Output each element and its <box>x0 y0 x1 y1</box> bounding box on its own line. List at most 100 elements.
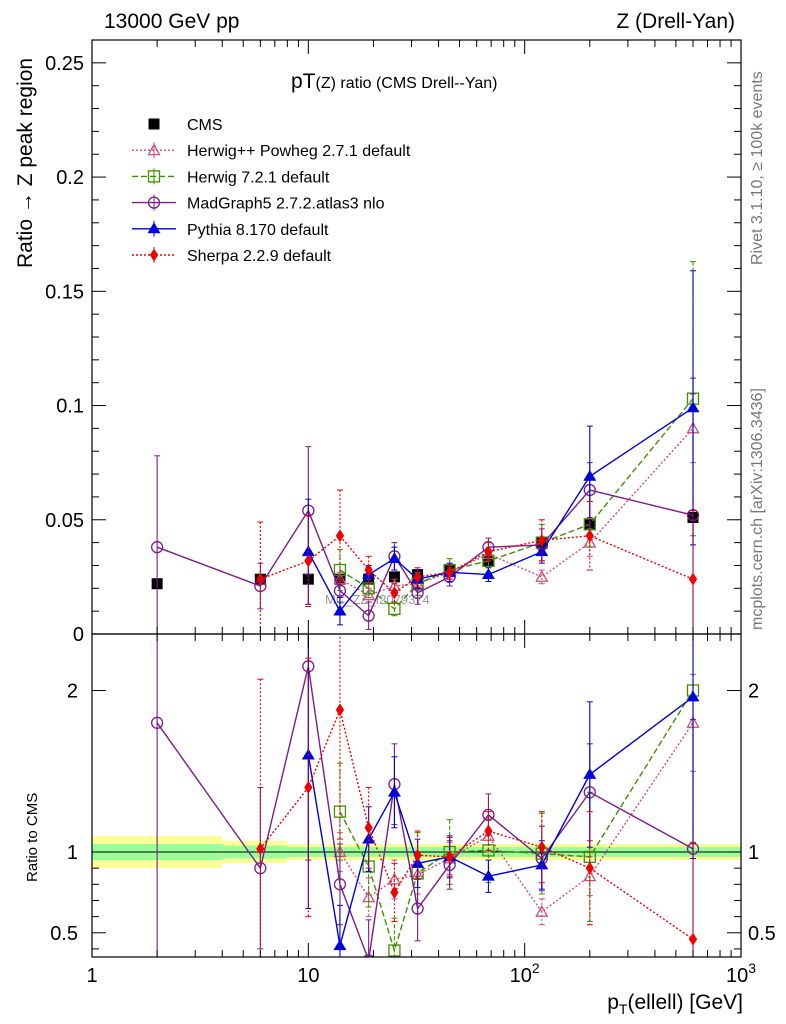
series-3-top-line <box>156 489 694 617</box>
series-4-top-point <box>333 604 347 616</box>
x-tick-label: 10 <box>297 965 319 987</box>
bottom-y-tick-label-left: 2 <box>67 681 78 703</box>
legend-label: Herwig++ Powheg 2.7.1 default <box>187 143 411 160</box>
series-1-top <box>333 393 700 603</box>
chart-title: pT(Z) ratio (CMS Drell--Yan) <box>291 70 497 93</box>
series-3-bottom-point <box>254 862 267 875</box>
series-4-top-point <box>535 545 549 557</box>
series-0-top-point <box>388 571 400 583</box>
series-3-top-point <box>362 609 375 622</box>
header-right: Z (Drell-Yan) <box>616 10 735 33</box>
bottom-y-tick-label-left: 1 <box>67 842 78 864</box>
series-4-bottom-line <box>307 696 694 946</box>
series-4-bottom-point <box>362 832 376 844</box>
series-5-top-point <box>445 565 454 579</box>
series-4-top-line <box>307 407 694 613</box>
chart-title-rest: (Z) ratio (CMS Drell--Yan) <box>316 75 498 92</box>
series-2-bottom-line <box>339 690 694 953</box>
legend-marker <box>147 170 161 183</box>
x-tick-base: 10 <box>726 965 748 987</box>
series-4-top-point <box>686 401 700 413</box>
series-3-top <box>150 377 700 634</box>
series-5-bottom-point <box>445 850 454 864</box>
series-5-bottom-point <box>256 842 265 856</box>
series-5-top-point <box>537 533 546 547</box>
series-3-bottom-line <box>156 666 694 957</box>
legend-marker <box>149 248 159 262</box>
series-layer <box>150 261 700 957</box>
series-1-top-point <box>535 570 549 582</box>
x-axis-title-rest: (ellell) [GeV] <box>627 991 743 1014</box>
series-5-top-line <box>260 534 694 594</box>
legend-label: Herwig 7.2.1 default <box>187 169 330 186</box>
series-4-top-point <box>583 469 597 481</box>
series-5-top-point <box>364 563 373 577</box>
series-4-bottom-point <box>481 869 495 881</box>
series-5-bottom-point <box>335 703 345 717</box>
series-4-top-point <box>481 568 495 579</box>
series-5-top-point <box>256 572 265 586</box>
legend-label: MadGraph5 2.7.2.atlas3 nlo <box>187 196 385 213</box>
series-3-bottom <box>150 634 700 957</box>
series-5-top-point <box>585 529 594 543</box>
header-left: 13000 GeV pp <box>104 10 239 33</box>
series-1-top-point <box>362 588 376 601</box>
legend-marker <box>148 118 160 130</box>
bottom-y-tick-label-right: 2 <box>748 681 759 703</box>
x-axis-title: pT(ellell) [GeV] <box>607 991 743 1017</box>
series-4-bottom-point <box>411 856 425 868</box>
series-3-top-point <box>333 584 347 597</box>
top-panel-series <box>150 261 700 634</box>
top-y-tick-label: 0.2 <box>56 167 84 189</box>
series-5-bottom-line <box>259 707 694 940</box>
bottom-y-tick-label-left: 0.5 <box>50 923 78 945</box>
series-4-bottom-point <box>387 785 401 797</box>
bottom-panel-series <box>150 634 700 957</box>
legend-entry: Sherpa 2.2.9 default <box>132 247 332 265</box>
legend-label: Pythia 8.170 default <box>187 222 329 239</box>
x-tick-label: 103 <box>726 960 756 987</box>
series-5-top-point <box>304 554 313 568</box>
series-1-bottom-point <box>535 904 549 917</box>
series-4-bottom-point <box>583 768 597 779</box>
chart-title-main: pT <box>291 70 316 93</box>
legend-marker <box>147 143 161 156</box>
legend-entry: Herwig 7.2.1 default <box>132 168 330 186</box>
series-5-bottom-point <box>585 861 594 875</box>
series-5-bottom-point <box>688 932 698 946</box>
legend: CMS Herwig++ Powheg 2.7.1 default Herwig 7… <box>132 117 411 265</box>
axes <box>91 39 742 958</box>
legend-label: CMS <box>187 117 223 134</box>
series-5-bottom-point <box>537 840 546 854</box>
series-3-bottom-point <box>333 878 347 891</box>
series-2-bottom-point <box>388 944 401 957</box>
series-3-top-point <box>150 541 164 554</box>
series-5-bottom <box>256 634 698 957</box>
series-4-top-point <box>387 552 401 564</box>
legend-marker <box>147 196 161 209</box>
x-tick-label: 102 <box>510 960 540 987</box>
x-tick-base: 10 <box>510 965 532 987</box>
tick-labels: 00.050.10.150.20.250.5 0.51 12 21 10 102 103 <box>45 53 776 987</box>
series-5-top-point <box>484 545 493 559</box>
x-tick-label: 1 <box>86 965 97 987</box>
series-3-bottom-point <box>411 902 424 915</box>
bottom-y-tick-label-right: 0.5 <box>748 923 776 945</box>
series-4-bottom-point <box>301 748 315 760</box>
top-y-tick-label: 0.05 <box>45 510 84 532</box>
top-y-tick-label: 0.25 <box>45 53 84 75</box>
top-y-tick-label: 0 <box>73 624 84 646</box>
legend-label: Sherpa 2.2.9 default <box>187 248 332 265</box>
legend-entry: Pythia 8.170 default <box>132 220 329 239</box>
series-1-bottom <box>333 673 700 926</box>
x-tick-base: 10 <box>297 965 319 987</box>
series-5-bottom-point <box>390 885 399 899</box>
series-2-top-point <box>388 602 401 616</box>
series-5-bottom-point <box>364 821 373 835</box>
bottom-frame <box>91 633 742 958</box>
bottom-y-tick-label-right: 1 <box>748 842 759 864</box>
series-5-top <box>256 489 698 634</box>
x-tick-exponent: 3 <box>748 960 756 976</box>
series-3-bottom-point <box>150 716 164 729</box>
